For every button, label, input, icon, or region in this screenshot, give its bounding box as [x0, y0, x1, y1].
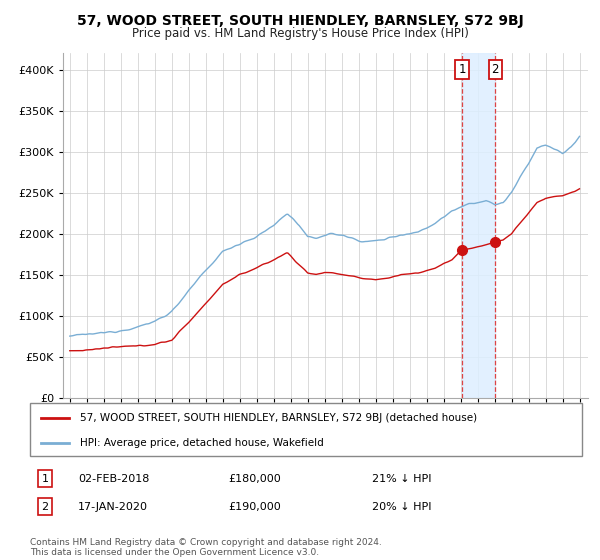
Text: 57, WOOD STREET, SOUTH HIENDLEY, BARNSLEY, S72 9BJ (detached house): 57, WOOD STREET, SOUTH HIENDLEY, BARNSLE… [80, 413, 477, 423]
Text: £190,000: £190,000 [228, 502, 281, 512]
Text: 17-JAN-2020: 17-JAN-2020 [78, 502, 148, 512]
Text: Contains HM Land Registry data © Crown copyright and database right 2024.
This d: Contains HM Land Registry data © Crown c… [30, 538, 382, 557]
Text: 1: 1 [458, 63, 466, 76]
Text: 21% ↓ HPI: 21% ↓ HPI [372, 474, 431, 484]
Text: 2: 2 [41, 502, 49, 512]
Text: HPI: Average price, detached house, Wakefield: HPI: Average price, detached house, Wake… [80, 438, 323, 448]
Text: 02-FEB-2018: 02-FEB-2018 [78, 474, 149, 484]
Text: 1: 1 [41, 474, 49, 484]
Text: 57, WOOD STREET, SOUTH HIENDLEY, BARNSLEY, S72 9BJ: 57, WOOD STREET, SOUTH HIENDLEY, BARNSLE… [77, 14, 523, 28]
Text: 2: 2 [491, 63, 499, 76]
Text: Price paid vs. HM Land Registry's House Price Index (HPI): Price paid vs. HM Land Registry's House … [131, 27, 469, 40]
Text: £180,000: £180,000 [228, 474, 281, 484]
Bar [462, 53, 495, 398]
Text: 20% ↓ HPI: 20% ↓ HPI [372, 502, 431, 512]
FancyBboxPatch shape [30, 403, 582, 456]
